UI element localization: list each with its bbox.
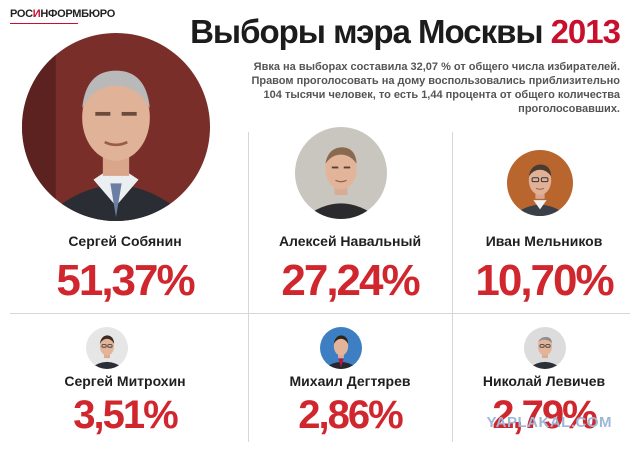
logo-underline <box>10 23 78 24</box>
portrait-navalny-image <box>295 127 387 219</box>
candidate-percent: 3,51% <box>73 393 178 437</box>
logo-mark: И <box>32 8 41 20</box>
portrait-mitrokhin <box>86 327 128 369</box>
portrait-melnikov <box>507 150 573 216</box>
candidate-name: Сергей Собянин <box>68 233 182 249</box>
candidate-melnikov: Иван Мельников 10,70% <box>454 233 634 305</box>
portrait-mitrokhin-image <box>86 327 128 369</box>
candidate-percent: 51,37% <box>56 256 195 305</box>
portrait-navalny <box>295 127 387 219</box>
watermark: YAPLAKAL.COM <box>486 414 612 431</box>
portrait-levichev-image <box>524 327 566 369</box>
candidate-mitrokhin: Сергей Митрохин 3,51% <box>10 373 240 437</box>
turnout-note: Явка на выборах составила 32,07 % от общ… <box>251 61 620 115</box>
candidate-name: Сергей Митрохин <box>64 373 186 389</box>
column-divider-2 <box>452 132 453 442</box>
candidate-percent: 10,70% <box>475 256 614 305</box>
candidate-percent: 27,24% <box>281 256 420 305</box>
candidate-name: Иван Мельников <box>485 233 603 249</box>
candidate-sobyanin: Сергей Собянин 51,37% <box>10 233 240 305</box>
logo: РОСИНФОРМБЮРО <box>10 8 115 20</box>
logo-suffix: НФОРМБЮРО <box>40 8 115 20</box>
portrait-levichev <box>524 327 566 369</box>
portrait-degtyarev-image <box>320 327 362 369</box>
candidate-percent: 2,79% <box>492 393 597 437</box>
candidate-name: Михаил Дегтярев <box>289 373 411 389</box>
logo-prefix: РОС <box>10 8 33 20</box>
row-divider <box>10 313 630 314</box>
title-main: Выборы мэра Москвы <box>190 13 543 50</box>
candidate-name: Алексей Навальный <box>278 233 422 249</box>
title-year: 2013 <box>550 13 621 50</box>
column-divider-1 <box>248 132 249 442</box>
candidate-levichev: Николай Левичев 2,79% <box>454 373 634 437</box>
portrait-melnikov-image <box>507 150 573 216</box>
portrait-sobyanin-image <box>22 33 210 221</box>
page-title: Выборы мэра Москвы 2013 <box>190 12 621 52</box>
candidate-navalny: Алексей Навальный 27,24% <box>250 233 450 305</box>
candidate-name: Николай Левичев <box>482 373 606 389</box>
candidate-degtyarev: Михаил Дегтярев 2,86% <box>250 373 450 437</box>
candidate-percent: 2,86% <box>298 393 403 437</box>
portrait-degtyarev <box>320 327 362 369</box>
portrait-sobyanin <box>22 33 210 221</box>
